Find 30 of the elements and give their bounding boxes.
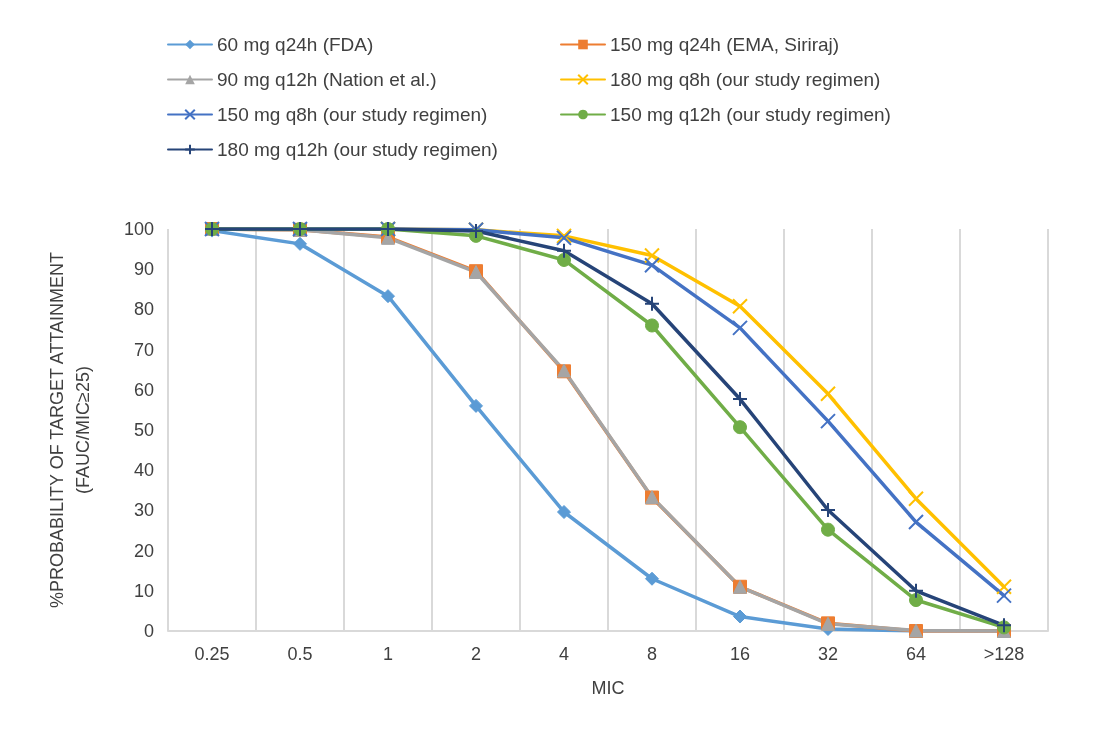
x-tick-label: 64 xyxy=(905,644,927,664)
x-tick-label: 32 xyxy=(817,644,839,664)
x-tick-label: >128 xyxy=(983,644,1025,664)
y-tick-label: 10 xyxy=(133,580,154,601)
y-tick-label: 20 xyxy=(133,540,154,561)
legend-label: 90 mg q12h (Nation et al.) xyxy=(217,69,437,90)
y-axis-title: %PROBABILITY OF TARGET ATTAINMENT (FAUC/MIC≥25) xyxy=(47,251,93,609)
y-tick-label: 50 xyxy=(133,420,154,440)
x-tick-label: 1 xyxy=(382,644,394,664)
legend-label: 180 mg q8h (our study regimen) xyxy=(610,69,881,90)
y-tick-label: 60 xyxy=(133,379,154,400)
y-tick-label: 80 xyxy=(133,299,154,320)
y-tick-label: 90 xyxy=(133,259,154,280)
x-tick-label: 2 xyxy=(470,644,482,664)
y-tick-label: 100 xyxy=(123,219,154,239)
legend-label: 150 mg q12h (our study regimen) xyxy=(610,104,891,125)
y-tick-label: 70 xyxy=(133,339,154,360)
x-tick-label: 0.25 xyxy=(194,644,230,664)
x-axis-title: MIC xyxy=(591,678,625,698)
y-tick-label: 40 xyxy=(133,460,154,481)
legend-label: 180 mg q12h (our study regimen) xyxy=(217,139,498,160)
x-tick-label: 16 xyxy=(729,644,751,664)
x-tick-label: 0.5 xyxy=(287,644,313,664)
x-tick-label: 4 xyxy=(558,644,570,664)
legend-label: 60 mg q24h (FDA) xyxy=(217,34,374,55)
y-tick-label: 30 xyxy=(133,500,154,521)
legend-label: 150 mg q24h (EMA, Siriraj) xyxy=(610,34,840,55)
y-tick-label: 0 xyxy=(143,621,154,641)
legend-label: 150 mg q8h (our study regimen) xyxy=(217,104,488,125)
x-tick-label: 8 xyxy=(646,644,658,664)
